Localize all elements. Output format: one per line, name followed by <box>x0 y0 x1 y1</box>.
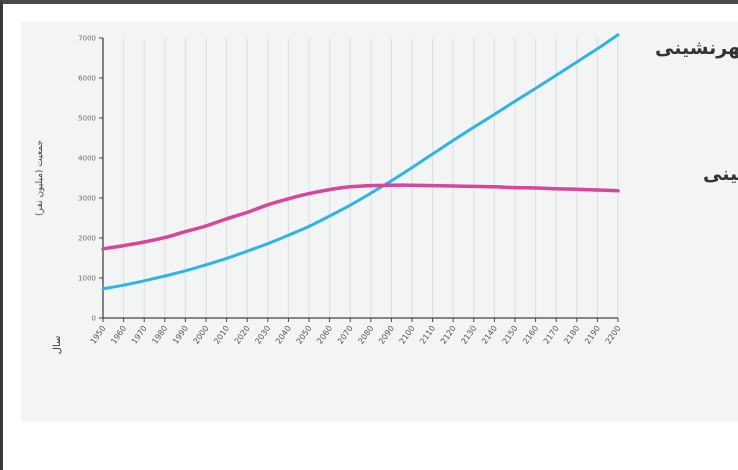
x-tick-label: 2080 <box>356 324 375 346</box>
y-tick-label: 4000 <box>78 155 96 163</box>
y-tick-label: 6000 <box>78 75 96 83</box>
series-line-urban <box>101 33 620 291</box>
x-tick-label: 2100 <box>398 324 417 346</box>
series-line-rural <box>101 183 620 251</box>
x-tick-label: 2040 <box>274 324 293 346</box>
series-label-rural: روستانشینی <box>703 163 738 185</box>
x-tick-label: 1990 <box>171 324 190 346</box>
x-tick-label: 1950 <box>89 324 108 346</box>
x-tick-label: 1980 <box>150 324 169 346</box>
x-tick-label: 2140 <box>480 324 499 346</box>
y-tick-label: 0 <box>92 315 96 323</box>
x-tick-label: 2200 <box>604 324 623 346</box>
x-tick-label: 2090 <box>377 324 396 346</box>
x-tick-label: 2000 <box>192 324 211 346</box>
x-tick-label: 2190 <box>583 324 602 346</box>
series-label-urban: شهرنشینی <box>655 37 738 59</box>
y-tick-label: 3000 <box>78 195 96 203</box>
x-axis-title: سال <box>52 336 63 355</box>
x-tick-label: 2050 <box>295 324 314 346</box>
x-tick-label: 2070 <box>336 324 355 346</box>
x-tick-label: 2170 <box>542 324 561 346</box>
y-tick-label: 2000 <box>78 235 96 243</box>
x-tick-label: 2010 <box>212 324 231 346</box>
x-tick-label: 2180 <box>562 324 581 346</box>
x-tick-label: 2130 <box>459 324 478 346</box>
x-tick-label: 2150 <box>501 324 520 346</box>
x-tick-label: 2110 <box>418 324 437 346</box>
y-axis-title: جمعیت (میلیون نفر) <box>35 140 45 216</box>
x-tick-label: 2020 <box>233 324 252 346</box>
x-tick-label: 1970 <box>130 324 149 346</box>
y-tick-label: 5000 <box>78 115 96 123</box>
grid-lines <box>102 38 619 318</box>
x-tick-label: 2120 <box>439 324 458 346</box>
x-tick-label: 1960 <box>109 324 128 346</box>
y-tick-label: 1000 <box>78 275 96 283</box>
x-tick-label: 2060 <box>315 324 334 346</box>
x-tick-label: 2160 <box>521 324 540 346</box>
y-tick-label: 7000 <box>78 35 96 43</box>
x-tick-label: 2030 <box>253 324 272 346</box>
